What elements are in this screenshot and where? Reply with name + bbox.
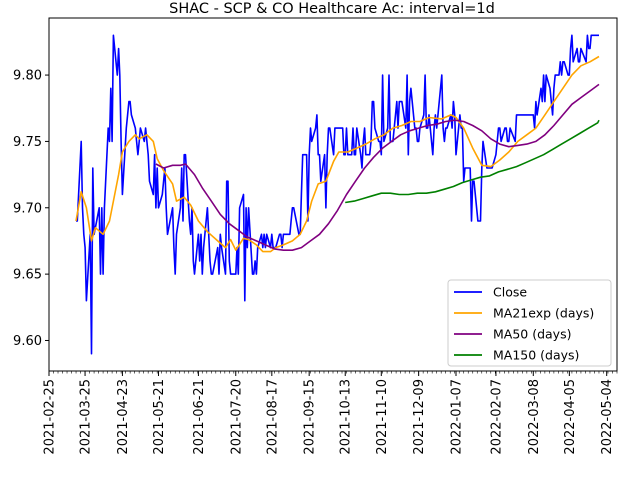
x-tick-label: 2021-12-09 — [412, 379, 427, 455]
legend-label-3: MA150 (days) — [493, 348, 579, 363]
y-tick-label: 9.65 — [13, 268, 42, 283]
legend-label-1: MA21exp (days) — [493, 306, 594, 321]
x-tick-label: 2022-04-05 — [563, 379, 578, 455]
legend-label-2: MA50 (days) — [493, 327, 571, 342]
legend-label-0: Close — [493, 285, 527, 300]
x-tick-label: 2021-06-21 — [192, 379, 207, 455]
chart-title: SHAC - SCP & CO Healthcare Ac: interval=… — [169, 1, 495, 17]
x-tick-label: 2021-05-21 — [152, 379, 167, 455]
x-tick-label: 2021-02-25 — [43, 379, 58, 455]
legend: Close MA21exp (days) MA50 (days) MA150 (day… — [447, 279, 612, 367]
series-line-3 — [345, 119, 600, 204]
y-tick-label: 9.80 — [13, 69, 42, 84]
x-tick-label: 2021-07-20 — [229, 379, 244, 455]
y-tick-label: 9.70 — [13, 201, 42, 216]
y-tick-label: 9.60 — [13, 334, 42, 349]
y-axis: 9.60 9.65 9.70 9.75 9.80 — [13, 69, 49, 349]
series-line-1 — [75, 55, 600, 253]
x-axis: 2021-02-25 2021-03-25 2021-04-23 2021-05-21… — [43, 371, 618, 455]
series-layer — [75, 34, 600, 355]
x-tick-label: 2021-08-17 — [265, 379, 280, 455]
x-tick-label: 2021-03-25 — [79, 379, 94, 455]
x-tick-label: 2021-09-15 — [303, 379, 318, 455]
series-line-0 — [76, 34, 599, 355]
x-tick-label: 2022-03-08 — [527, 379, 542, 455]
x-tick-label: 2021-04-23 — [116, 379, 131, 455]
x-tick-label: 2021-10-13 — [339, 379, 354, 455]
x-tick-label: 2022-01-07 — [450, 379, 465, 455]
x-tick-label: 2022-05-04 — [600, 379, 615, 455]
x-tick-label: 2022-02-07 — [489, 379, 504, 455]
y-tick-label: 9.75 — [13, 135, 42, 150]
legend-box — [447, 279, 612, 367]
x-tick-label: 2021-11-10 — [375, 379, 390, 455]
series-line-2 — [155, 83, 600, 251]
